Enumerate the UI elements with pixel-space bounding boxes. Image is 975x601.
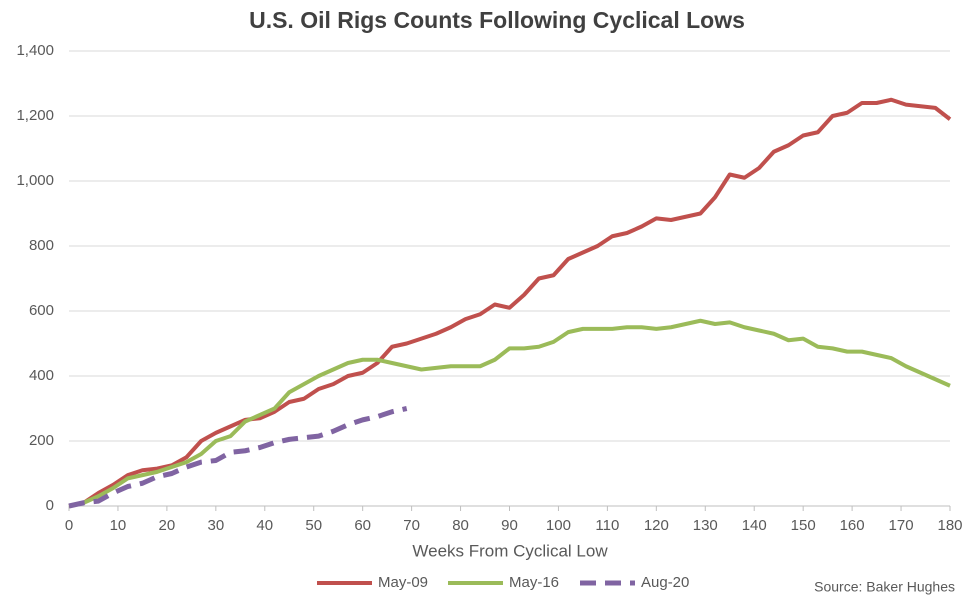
x-tick-label: 90 [501, 517, 518, 534]
y-tick-label: 200 [29, 432, 54, 449]
x-tick-label: 100 [546, 517, 571, 534]
x-tick-label: 120 [644, 517, 669, 534]
x-axis-title: Weeks From Cyclical Low [412, 541, 608, 560]
legend-label: May-09 [378, 574, 428, 591]
x-tick-label: 140 [742, 517, 767, 534]
legend-label: Aug-20 [641, 574, 689, 591]
x-tick-label: 150 [791, 517, 816, 534]
x-tick-label: 110 [595, 517, 619, 534]
x-tick-label: 50 [305, 517, 322, 534]
y-tick-label: 800 [29, 237, 54, 254]
x-tick-label: 160 [840, 517, 865, 534]
x-tick-label: 20 [159, 517, 176, 534]
x-tick-label: 80 [452, 517, 469, 534]
x-tick-label: 0 [65, 517, 73, 534]
y-tick-label: 0 [46, 497, 54, 514]
x-tick-label: 130 [693, 517, 718, 534]
x-tick-label: 10 [110, 517, 127, 534]
x-tick-label: 70 [403, 517, 420, 534]
x-tick-label: 60 [354, 517, 371, 534]
chart-title: U.S. Oil Rigs Counts Following Cyclical … [249, 7, 745, 33]
y-tick-label: 600 [29, 302, 54, 319]
y-tick-label: 400 [29, 367, 54, 384]
x-tick-label: 170 [889, 517, 914, 534]
legend-label: May-16 [509, 574, 559, 591]
series-line [68, 97, 952, 508]
x-tick-label: 40 [256, 517, 273, 534]
y-tick-label: 1,000 [16, 172, 54, 189]
series-line [68, 318, 951, 508]
x-tick-label: 180 [937, 517, 962, 534]
source-note: Source: Baker Hughes [814, 579, 955, 595]
series-line [68, 406, 408, 509]
x-tick-label: 30 [207, 517, 224, 534]
y-tick-label: 1,400 [16, 42, 54, 59]
y-tick-label: 1,200 [16, 107, 54, 124]
